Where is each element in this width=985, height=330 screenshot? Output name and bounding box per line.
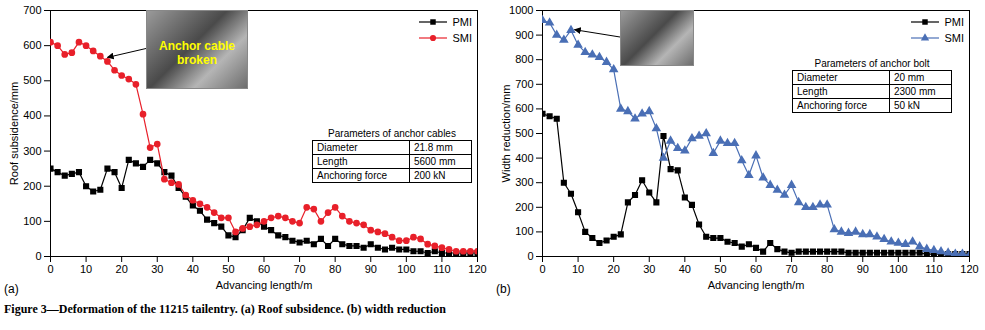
svg-text:700: 700 xyxy=(23,4,41,16)
svg-text:90: 90 xyxy=(857,263,869,275)
html-text:2300 mm: 2300 mm xyxy=(893,86,936,97)
html-text:Diameter: Diameter xyxy=(797,72,838,83)
svg-text:110: 110 xyxy=(925,263,943,275)
svg-text:200: 200 xyxy=(23,180,41,192)
svg-text:600: 600 xyxy=(23,39,41,51)
html-text:Parameters of anchor bolt: Parameters of anchor bolt xyxy=(814,58,930,69)
html-text:Anchoring force: Anchoring force xyxy=(797,100,867,111)
svg-text:20: 20 xyxy=(116,263,128,275)
svg-text:300: 300 xyxy=(515,176,533,188)
svg-text:10: 10 xyxy=(80,263,92,275)
svg-text:400: 400 xyxy=(23,109,41,121)
html-text:20 mm: 20 mm xyxy=(893,72,925,83)
svg-text:90: 90 xyxy=(365,263,377,275)
svg-text:110: 110 xyxy=(433,263,451,275)
svg-text:0: 0 xyxy=(47,263,53,275)
svg-text:100: 100 xyxy=(23,215,41,227)
html-text:5600 mm: 5600 mm xyxy=(413,156,456,167)
svg-text:200: 200 xyxy=(515,201,533,213)
svg-text:40: 40 xyxy=(679,263,691,275)
svg-text:30: 30 xyxy=(643,263,655,275)
html-text:Length: Length xyxy=(317,156,348,167)
html-text:(b): (b) xyxy=(496,282,511,296)
svg-text:100: 100 xyxy=(889,263,907,275)
svg-text:800: 800 xyxy=(515,53,533,65)
html-text:(a): (a) xyxy=(4,282,19,296)
svg-text:Width reduction/mm: Width reduction/mm xyxy=(500,85,512,183)
svg-text:Advancing length/m: Advancing length/m xyxy=(708,279,805,291)
html-text:Figure 3—Deformation of the 11: Figure 3—Deformation of the 11215 tailen… xyxy=(4,302,446,316)
html-text:200 kN: 200 kN xyxy=(413,170,446,181)
svg-text:80: 80 xyxy=(329,263,341,275)
html-text:Anchor cable broken: Anchor cable broken xyxy=(159,39,235,67)
svg-text:0: 0 xyxy=(35,250,41,262)
svg-text:50: 50 xyxy=(222,263,234,275)
svg-text:0: 0 xyxy=(527,250,533,262)
html-text:Anchoring force: Anchoring force xyxy=(317,170,387,181)
html-text:Length: Length xyxy=(797,86,828,97)
svg-text:20: 20 xyxy=(608,263,620,275)
svg-text:50: 50 xyxy=(714,263,726,275)
svg-text:100: 100 xyxy=(397,263,415,275)
html-text:Parameters of anchor cables: Parameters of anchor cables xyxy=(328,128,456,139)
svg-text:400: 400 xyxy=(515,152,533,164)
html-text:50 kN: 50 kN xyxy=(893,100,920,111)
svg-text:80: 80 xyxy=(821,263,833,275)
html-text:PMI: PMI xyxy=(944,16,964,28)
svg-text:10: 10 xyxy=(572,263,584,275)
svg-text:120: 120 xyxy=(960,263,978,275)
svg-text:30: 30 xyxy=(151,263,163,275)
svg-text:40: 40 xyxy=(187,263,199,275)
svg-text:700: 700 xyxy=(515,78,533,90)
html-text:SMI: SMI xyxy=(944,32,964,44)
svg-text:900: 900 xyxy=(515,29,533,41)
svg-text:500: 500 xyxy=(23,74,41,86)
svg-text:100: 100 xyxy=(515,225,533,237)
html-text:SMI: SMI xyxy=(452,32,472,44)
svg-text:70: 70 xyxy=(293,263,305,275)
svg-text:1000: 1000 xyxy=(509,4,533,16)
svg-text:500: 500 xyxy=(515,127,533,139)
svg-text:60: 60 xyxy=(258,263,270,275)
svg-text:0: 0 xyxy=(539,263,545,275)
svg-text:70: 70 xyxy=(785,263,797,275)
html-text:Diameter: Diameter xyxy=(317,142,358,153)
svg-text:300: 300 xyxy=(23,145,41,157)
svg-text:120: 120 xyxy=(468,263,486,275)
svg-text:60: 60 xyxy=(750,263,762,275)
html-text:PMI: PMI xyxy=(452,16,472,28)
svg-text:Advancing length/m: Advancing length/m xyxy=(216,279,313,291)
html-text:21.8 mm: 21.8 mm xyxy=(413,142,453,153)
svg-text:Roof subsidence/mm: Roof subsidence/mm xyxy=(8,82,20,185)
svg-text:600: 600 xyxy=(515,102,533,114)
